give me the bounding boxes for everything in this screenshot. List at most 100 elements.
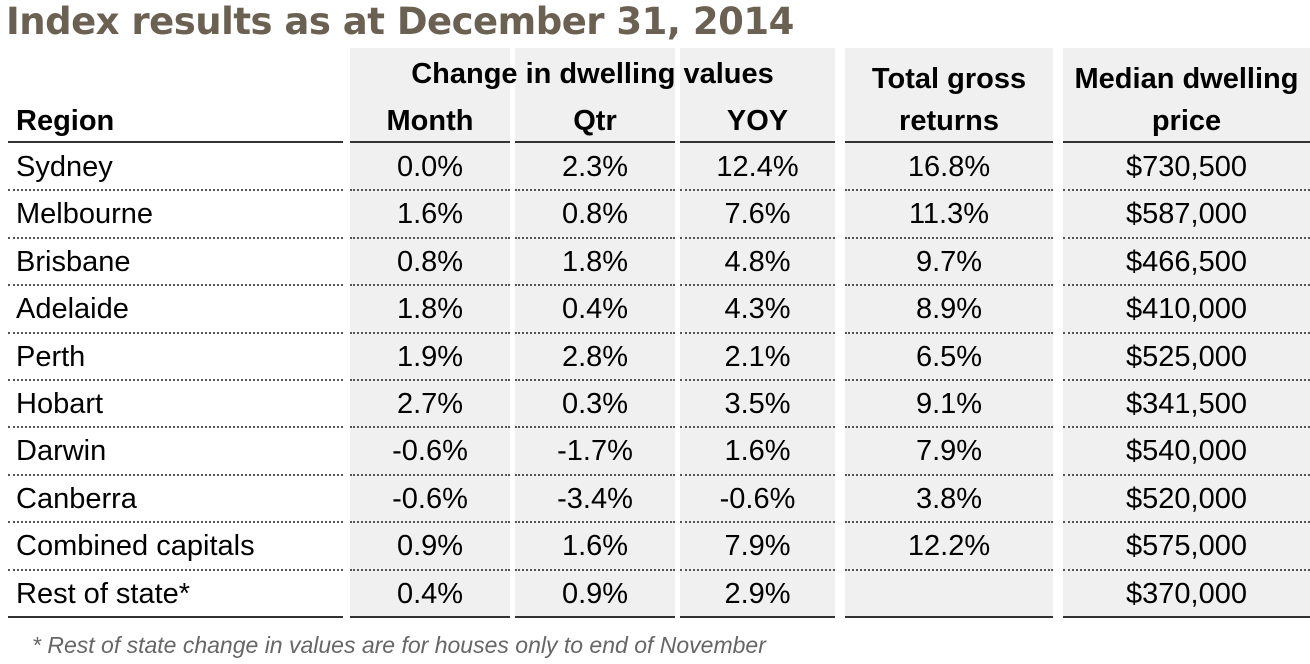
returns-cell: 16.8%: [907, 151, 991, 183]
row-separator: [8, 189, 343, 192]
qtr-cell: 0.4%: [561, 293, 629, 326]
qtr-cell: 2.8%: [561, 340, 629, 373]
median-cell: $520,000: [1126, 482, 1247, 515]
median-cell: $730,500: [1126, 151, 1247, 183]
header-rule: [350, 141, 510, 143]
row-separator: [845, 236, 1053, 239]
header-median-line1: Median dwelling: [1074, 63, 1299, 95]
row-separator: [1063, 189, 1310, 192]
header-region: Region: [16, 105, 115, 137]
month-cell: 0.8%: [396, 245, 464, 278]
median-cell: $410,000: [1126, 293, 1247, 326]
region-cell: Rest of state*: [16, 577, 191, 610]
month-cell: -0.6%: [392, 482, 468, 515]
median-cell: $525,000: [1126, 340, 1247, 373]
row-separator: [680, 189, 835, 192]
row-separator: [845, 568, 1053, 571]
row-separator: [8, 521, 343, 524]
month-cell: 0.4%: [396, 577, 464, 610]
table-row: Rest of state* 0.4% 0.9% 2.9% $370,000: [0, 571, 1310, 618]
month-cell: 1.8%: [396, 293, 464, 326]
month-cell: 1.9%: [396, 340, 464, 373]
header-returns-line1: Total gross: [871, 63, 1027, 95]
table-row: Combined capitals 0.9% 1.6% 7.9% 12.2% $575,0…: [0, 523, 1310, 570]
table-row: Darwin -0.6% -1.7% 1.6% 7.9% $540,000: [0, 428, 1310, 475]
table-row: Adelaide 1.8% 0.4% 4.3% 8.9% $410,000: [0, 286, 1310, 333]
qtr-cell: 1.6%: [561, 530, 629, 563]
table-row: Canberra -0.6% -3.4% -0.6% 3.8% $520,000: [0, 476, 1310, 523]
yoy-cell: 2.1%: [724, 340, 791, 373]
table-row: Sydney 0.0% 2.3% 12.4% 16.8% $730,500: [0, 144, 1310, 191]
row-separator: [1063, 331, 1310, 334]
row-separator: [350, 426, 510, 429]
header-month: Month: [386, 105, 474, 137]
row-separator: [350, 284, 510, 287]
table-row: Brisbane 0.8% 1.8% 4.8% 9.7% $466,500: [0, 239, 1310, 286]
row-separator: [8, 616, 343, 618]
yoy-cell: 1.6%: [724, 435, 791, 468]
table-row: Melbourne 1.6% 0.8% 7.6% 11.3% $587,000: [0, 191, 1310, 238]
row-separator: [8, 426, 343, 429]
yoy-cell: 7.9%: [724, 530, 791, 563]
qtr-cell: -1.7%: [557, 435, 633, 468]
row-separator: [1063, 236, 1310, 239]
row-separator: [1063, 426, 1310, 429]
row-separator: [515, 473, 675, 476]
row-separator: [1063, 284, 1310, 287]
row-separator: [680, 236, 835, 239]
footnote: * Rest of state change in values are for…: [32, 632, 766, 658]
region-cell: Adelaide: [16, 293, 129, 326]
row-separator: [350, 616, 510, 618]
median-cell: $466,500: [1126, 245, 1247, 278]
row-separator: [1063, 379, 1310, 381]
header-rule: [1063, 141, 1310, 143]
month-cell: 2.7%: [396, 388, 464, 420]
row-separator: [845, 473, 1053, 476]
row-separator: [515, 568, 675, 571]
region-cell: Hobart: [16, 388, 104, 420]
qtr-cell: -3.4%: [557, 482, 633, 515]
row-separator: [1063, 473, 1310, 476]
table-row: Hobart 2.7% 0.3% 3.5% 9.1% $341,500: [0, 381, 1310, 428]
row-separator: [515, 616, 675, 618]
yoy-cell: 12.4%: [716, 151, 799, 183]
header-median-line2: price: [1151, 105, 1222, 137]
region-cell: Brisbane: [16, 245, 131, 278]
yoy-cell: 2.9%: [724, 577, 791, 610]
month-cell: -0.6%: [392, 435, 468, 468]
qtr-cell: 0.9%: [561, 577, 629, 610]
row-separator: [515, 379, 675, 381]
row-separator: [350, 521, 510, 524]
row-separator: [8, 331, 343, 334]
row-separator: [1063, 521, 1310, 524]
row-separator: [515, 189, 675, 192]
returns-cell: 12.2%: [907, 530, 991, 563]
region-cell: Canberra: [16, 482, 137, 515]
median-cell: $575,000: [1126, 530, 1247, 563]
header-rule: [8, 141, 343, 143]
region-cell: Sydney: [16, 151, 113, 183]
region-cell: Perth: [16, 340, 86, 373]
row-separator: [680, 379, 835, 381]
row-separator: [845, 284, 1053, 287]
qtr-cell: 0.3%: [561, 388, 629, 420]
row-separator: [515, 426, 675, 429]
median-cell: $341,500: [1126, 388, 1247, 420]
yoy-cell: 7.6%: [724, 198, 791, 231]
row-separator: [845, 189, 1053, 192]
header-rule: [515, 141, 675, 143]
month-cell: 0.9%: [396, 530, 464, 563]
row-separator: [350, 568, 510, 571]
yoy-cell: 4.3%: [724, 293, 791, 326]
returns-cell: 6.5%: [915, 340, 983, 373]
row-separator: [515, 521, 675, 524]
row-separator: [8, 236, 343, 239]
row-separator: [845, 426, 1053, 429]
row-separator: [8, 568, 343, 571]
row-separator: [350, 473, 510, 476]
qtr-cell: 2.3%: [561, 151, 629, 183]
row-separator: [845, 616, 1053, 618]
returns-cell: 3.8%: [915, 482, 983, 515]
row-separator: [680, 426, 835, 429]
page-title: Index results as at December 31, 2014: [6, 0, 794, 43]
